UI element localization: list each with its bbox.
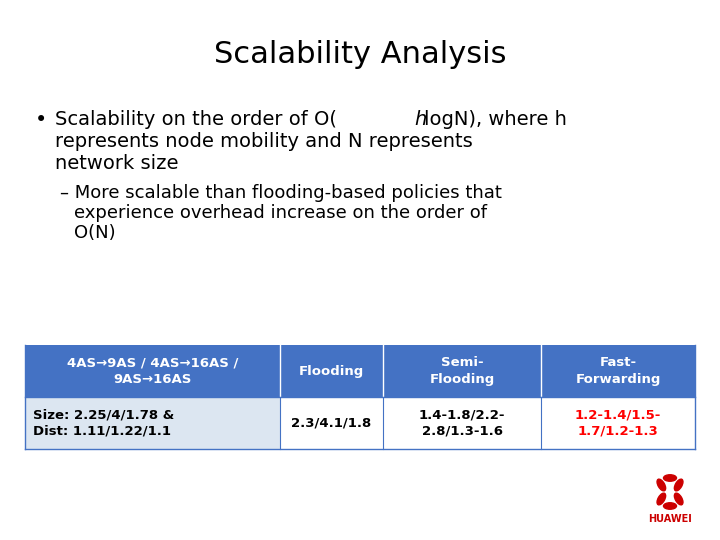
Ellipse shape <box>675 479 683 491</box>
Text: logN), where h: logN), where h <box>423 110 567 129</box>
Text: Semi-
Flooding: Semi- Flooding <box>430 356 495 386</box>
Text: – More scalable than flooding-based policies that: – More scalable than flooding-based poli… <box>60 184 502 202</box>
Text: experience overhead increase on the order of: experience overhead increase on the orde… <box>74 204 487 222</box>
Ellipse shape <box>657 493 665 505</box>
Text: HUAWEI: HUAWEI <box>648 514 692 524</box>
Text: •: • <box>35 110 48 130</box>
Ellipse shape <box>664 475 677 481</box>
Bar <box>541 397 695 449</box>
Text: Scalability Analysis: Scalability Analysis <box>214 40 506 69</box>
Text: represents node mobility and N represents: represents node mobility and N represent… <box>55 132 473 151</box>
Ellipse shape <box>675 493 683 505</box>
Text: 1.2-1.4/1.5-
1.7/1.2-1.3: 1.2-1.4/1.5- 1.7/1.2-1.3 <box>575 408 661 438</box>
Text: Flooding: Flooding <box>299 364 364 377</box>
Text: Size: 2.25/4/1.78 &
Dist: 1.11/1.22/1.1: Size: 2.25/4/1.78 & Dist: 1.11/1.22/1.1 <box>33 408 174 438</box>
Text: 1.4-1.8/2.2-
2.8/1.3-1.6: 1.4-1.8/2.2- 2.8/1.3-1.6 <box>419 408 505 438</box>
Bar <box>279 397 384 449</box>
Ellipse shape <box>664 503 677 509</box>
Text: Fast-
Forwarding: Fast- Forwarding <box>575 356 661 386</box>
Text: 4AS→9AS / 4AS→16AS /
9AS→16AS: 4AS→9AS / 4AS→16AS / 9AS→16AS <box>67 356 238 386</box>
Bar <box>384 397 541 449</box>
Text: h: h <box>415 110 427 129</box>
Text: 2.3/4.1/1.8: 2.3/4.1/1.8 <box>292 416 372 429</box>
Ellipse shape <box>657 479 665 491</box>
Text: Scalability on the order of O(: Scalability on the order of O( <box>55 110 337 129</box>
Bar <box>384 345 541 397</box>
Bar <box>25 397 279 449</box>
Text: network size: network size <box>55 154 179 173</box>
Bar <box>25 345 279 397</box>
Text: O(N): O(N) <box>74 224 116 242</box>
Bar <box>279 345 384 397</box>
Bar <box>541 345 695 397</box>
